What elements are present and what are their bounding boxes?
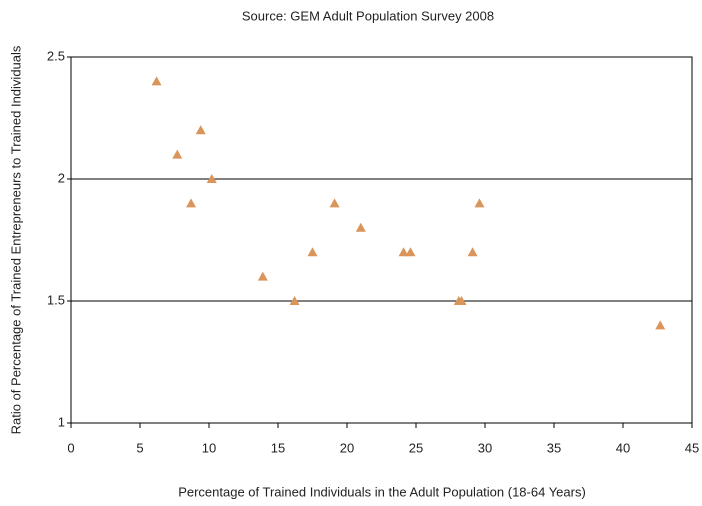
x-tick-label: 20 — [340, 440, 354, 455]
point — [206, 174, 217, 183]
x-tick-label: 5 — [136, 440, 143, 455]
x-tick-label: 40 — [616, 440, 630, 455]
x-tick-label: 35 — [547, 440, 561, 455]
point — [307, 247, 318, 257]
point — [398, 247, 409, 257]
y-tick-label: 2 — [58, 170, 65, 185]
x-tick-label: 45 — [685, 440, 699, 455]
point — [655, 320, 666, 330]
plot-frame — [70, 56, 693, 424]
point — [329, 198, 340, 208]
y-tick-label: 1.5 — [47, 292, 65, 307]
point — [405, 247, 416, 257]
y-tick-label: 2.5 — [47, 48, 65, 63]
point — [257, 271, 268, 281]
x-tick-label: 15 — [271, 440, 285, 455]
point — [467, 247, 478, 257]
x-tick-label: 10 — [202, 440, 216, 455]
point — [195, 125, 206, 135]
y-tick-label: 1 — [58, 414, 65, 429]
point — [289, 296, 300, 305]
point — [172, 149, 183, 159]
point — [151, 76, 162, 86]
x-tick-label: 0 — [67, 440, 74, 455]
y-axis-label: Ratio of Percentage of Trained Entrepren… — [8, 45, 23, 434]
point — [355, 222, 366, 232]
point — [456, 296, 467, 305]
x-axis-label: Percentage of Trained Individuals in the… — [178, 484, 586, 499]
chart-title: Source: GEM Adult Population Survey 2008 — [242, 8, 494, 23]
x-tick-label: 30 — [478, 440, 492, 455]
point — [186, 198, 197, 208]
point — [474, 198, 485, 208]
x-tick-label: 25 — [409, 440, 423, 455]
